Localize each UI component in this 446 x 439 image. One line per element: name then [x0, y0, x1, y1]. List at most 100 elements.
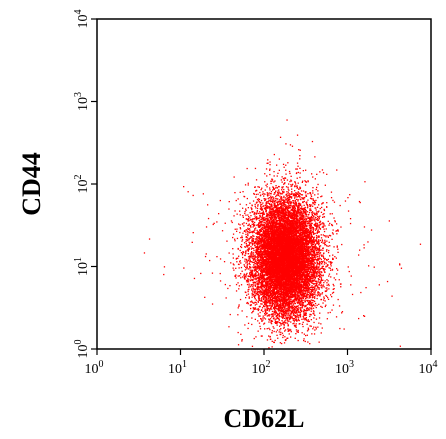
- event-point: [273, 193, 275, 195]
- event-point: [301, 208, 304, 211]
- event-point: [265, 255, 267, 257]
- event-point: [315, 284, 318, 286]
- event-point: [291, 227, 293, 229]
- event-point: [312, 277, 314, 279]
- event-point: [289, 215, 291, 217]
- event-point: [264, 199, 266, 202]
- event-point: [275, 307, 277, 310]
- event-point: [307, 274, 309, 277]
- event-point: [287, 191, 289, 193]
- event-point: [307, 319, 309, 321]
- event-point: [255, 272, 257, 274]
- event-point: [275, 190, 277, 192]
- event-point: [264, 306, 266, 308]
- event-point: [326, 240, 328, 242]
- event-point: [249, 212, 251, 214]
- event-point: [300, 235, 302, 237]
- event-point: [322, 226, 324, 228]
- event-point: [256, 290, 259, 292]
- event-point: [304, 192, 307, 194]
- event-point: [284, 285, 286, 287]
- event-point: [267, 213, 270, 216]
- event-point: [290, 197, 293, 199]
- event-point: [256, 256, 259, 258]
- event-point: [261, 203, 263, 206]
- event-point: [253, 274, 255, 276]
- event-point: [265, 293, 267, 295]
- event-point: [256, 236, 258, 238]
- event-point: [251, 300, 253, 302]
- event-point: [275, 194, 277, 196]
- event-point: [289, 294, 291, 297]
- event-point: [271, 296, 273, 298]
- event-point: [297, 315, 299, 317]
- event-point: [251, 312, 253, 314]
- event-point: [253, 218, 256, 220]
- event-point: [311, 235, 313, 238]
- event-point: [291, 300, 293, 302]
- event-point: [307, 246, 310, 248]
- event-point: [268, 305, 270, 307]
- event-point: [281, 205, 283, 207]
- event-point: [284, 305, 286, 307]
- event-point: [277, 206, 279, 208]
- event-point: [248, 247, 251, 249]
- event-point: [279, 195, 281, 197]
- event-point: [299, 215, 301, 217]
- event-point: [337, 229, 339, 231]
- event-point: [252, 234, 254, 237]
- event-point: [284, 197, 287, 199]
- event-point: [272, 288, 275, 290]
- event-point: [267, 249, 269, 252]
- event-point: [292, 310, 294, 312]
- event-point: [309, 197, 312, 199]
- event-point: [317, 256, 319, 258]
- event-point: [247, 235, 249, 237]
- event-point: [261, 297, 263, 299]
- event-point: [293, 213, 295, 215]
- event-point: [325, 304, 327, 306]
- event-point: [251, 247, 253, 249]
- event-point: [248, 255, 251, 257]
- event-point: [251, 301, 253, 303]
- event-point: [301, 198, 304, 200]
- event-point: [294, 204, 296, 206]
- event-point: [282, 334, 284, 337]
- event-point: [265, 300, 267, 302]
- event-point: [289, 303, 291, 306]
- event-point: [278, 189, 280, 191]
- event-point: [315, 218, 317, 221]
- event-point: [308, 247, 310, 250]
- event-point: [315, 289, 317, 291]
- event-point: [271, 310, 274, 313]
- event-point: [268, 192, 270, 194]
- event-point: [302, 218, 304, 220]
- event-point: [258, 282, 260, 284]
- event-point: [308, 275, 310, 277]
- event-point: [266, 282, 268, 284]
- event-point: [281, 322, 283, 325]
- event-point: [281, 342, 283, 345]
- event-point: [274, 212, 277, 214]
- event-point: [260, 218, 262, 220]
- event-point: [295, 227, 297, 230]
- event-point: [314, 220, 316, 222]
- event-point: [267, 291, 269, 293]
- event-point: [263, 293, 265, 295]
- event-point: [336, 246, 338, 248]
- event-point: [299, 172, 301, 174]
- event-point: [259, 252, 261, 254]
- event-point: [283, 179, 285, 181]
- event-point: [250, 248, 253, 250]
- event-point: [239, 203, 241, 205]
- event-point: [302, 197, 305, 199]
- event-point: [297, 203, 300, 205]
- event-point: [274, 321, 276, 324]
- event-point: [278, 272, 280, 274]
- event-point: [271, 295, 273, 298]
- event-point: [256, 271, 259, 273]
- event-point: [318, 231, 320, 233]
- event-point: [318, 239, 320, 241]
- event-point: [310, 239, 312, 241]
